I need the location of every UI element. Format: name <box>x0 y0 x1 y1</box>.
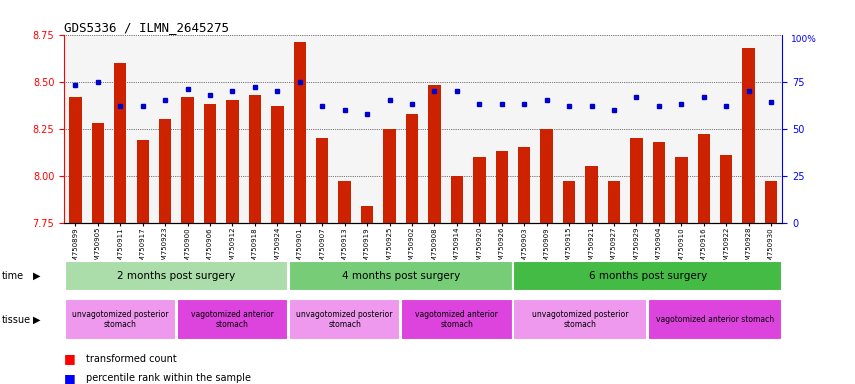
Bar <box>289 299 400 341</box>
Bar <box>91 123 104 223</box>
Bar <box>65 260 288 291</box>
Bar <box>698 134 710 223</box>
Text: vagotomized anterior stomach: vagotomized anterior stomach <box>656 315 774 324</box>
Text: vagotomized anterior
stomach: vagotomized anterior stomach <box>191 310 274 329</box>
Bar <box>401 299 512 341</box>
Bar <box>514 260 781 291</box>
Bar <box>181 97 194 223</box>
Text: unvagotomized posterior
stomach: unvagotomized posterior stomach <box>72 310 168 329</box>
Text: tissue: tissue <box>2 314 31 325</box>
Bar <box>271 106 284 223</box>
Bar <box>496 151 508 223</box>
Text: 6 months post surgery: 6 months post surgery <box>588 270 707 281</box>
Bar <box>159 119 171 223</box>
Text: 2 months post surgery: 2 months post surgery <box>117 270 235 281</box>
Bar <box>249 95 261 223</box>
Bar <box>586 166 598 223</box>
Text: 100%: 100% <box>791 35 817 43</box>
Bar <box>114 63 127 223</box>
Text: 4 months post surgery: 4 months post surgery <box>342 270 460 281</box>
Bar <box>514 299 647 341</box>
Text: unvagotomized posterior
stomach: unvagotomized posterior stomach <box>297 310 393 329</box>
Bar <box>316 138 328 223</box>
Bar <box>69 97 81 223</box>
Bar <box>720 155 733 223</box>
Bar <box>648 299 781 341</box>
Bar <box>383 129 396 223</box>
Text: percentile rank within the sample: percentile rank within the sample <box>86 373 251 383</box>
Bar <box>742 48 755 223</box>
Bar <box>289 260 512 291</box>
Bar <box>652 142 665 223</box>
Bar <box>563 181 575 223</box>
Text: GDS5336 / ILMN_2645275: GDS5336 / ILMN_2645275 <box>64 21 229 34</box>
Bar <box>428 85 440 223</box>
Bar <box>406 114 418 223</box>
Bar <box>675 157 687 223</box>
Bar <box>608 181 620 223</box>
Text: ▶: ▶ <box>32 270 40 281</box>
Bar <box>361 206 374 223</box>
Text: unvagotomized posterior
stomach: unvagotomized posterior stomach <box>532 310 628 329</box>
Bar <box>518 147 530 223</box>
Bar <box>293 42 306 223</box>
Bar <box>630 138 643 223</box>
Bar <box>177 299 288 341</box>
Text: transformed count: transformed count <box>86 354 176 364</box>
Bar <box>540 129 553 223</box>
Text: time: time <box>2 270 24 281</box>
Bar <box>451 176 463 223</box>
Text: ▶: ▶ <box>32 314 40 325</box>
Bar <box>473 157 486 223</box>
Text: vagotomized anterior
stomach: vagotomized anterior stomach <box>416 310 498 329</box>
Text: ■: ■ <box>64 353 76 366</box>
Bar <box>765 181 777 223</box>
Bar <box>339 181 351 223</box>
Bar <box>227 101 239 223</box>
Bar <box>203 104 216 223</box>
Bar <box>137 140 149 223</box>
Text: ■: ■ <box>64 372 76 384</box>
Bar <box>65 299 176 341</box>
